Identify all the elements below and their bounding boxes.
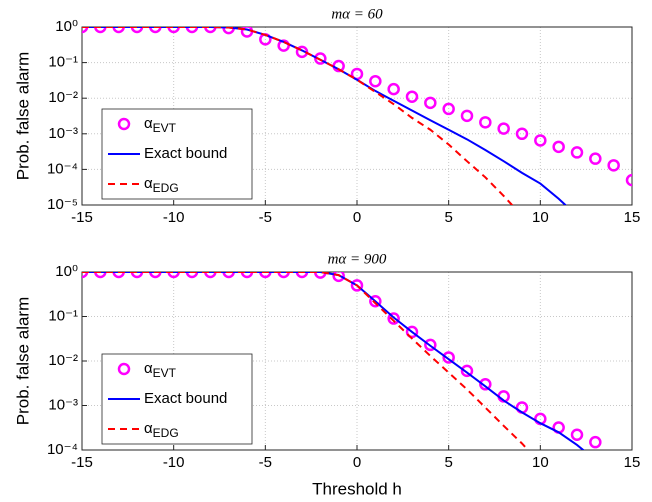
data-point xyxy=(479,116,492,129)
x-tick-label: -5 xyxy=(259,209,272,226)
x-tick-label: 15 xyxy=(624,209,641,226)
data-point xyxy=(167,272,180,279)
data-point xyxy=(112,27,125,34)
y-tick-label: 10⁻² xyxy=(48,89,78,106)
legend-marker xyxy=(117,117,131,131)
legend-label: αEVT xyxy=(144,360,177,380)
x-tick-label: 5 xyxy=(444,209,452,226)
data-point xyxy=(204,272,217,279)
data-point xyxy=(204,27,217,34)
y-tick-label: 10⁻⁴ xyxy=(47,160,78,177)
legend-label: αEVT xyxy=(144,115,177,135)
data-point xyxy=(479,378,492,391)
data-point xyxy=(387,82,400,96)
data-point xyxy=(424,96,437,110)
data-point xyxy=(94,27,107,34)
data-point xyxy=(405,90,419,103)
data-point xyxy=(332,272,345,283)
data-point xyxy=(149,272,162,279)
data-point xyxy=(185,27,199,34)
legend-label: αEDG xyxy=(144,175,179,195)
series-line xyxy=(82,272,530,450)
data-point xyxy=(130,27,144,34)
data-point xyxy=(112,272,125,279)
data-point xyxy=(369,74,382,88)
x-tick-label: -15 xyxy=(71,209,93,226)
x-tick-label: 10 xyxy=(532,209,549,226)
y-axis-label: Prob. false alarm xyxy=(13,52,32,181)
data-point xyxy=(607,159,620,172)
data-point xyxy=(570,146,584,159)
data-point xyxy=(314,52,327,65)
x-tick-label: 0 xyxy=(353,209,361,226)
data-point xyxy=(167,27,180,34)
x-tick-label: -5 xyxy=(259,454,272,471)
y-tick-label: 10⁻³ xyxy=(48,396,78,413)
x-tick-label: 0 xyxy=(353,454,361,471)
legend-label: Exact bound xyxy=(144,145,227,162)
data-point xyxy=(387,312,400,325)
data-point xyxy=(405,325,419,339)
y-tick-label: 10⁻⁴ xyxy=(47,441,78,458)
data-point xyxy=(295,272,309,279)
x-tick-label: -15 xyxy=(71,454,93,471)
data-point xyxy=(259,272,272,279)
x-tick-label: -10 xyxy=(163,209,185,226)
series-line xyxy=(82,27,514,205)
legend-label: Exact bound xyxy=(144,390,227,407)
data-point xyxy=(460,364,474,378)
y-axis-label: Prob. false alarm xyxy=(13,297,32,426)
data-point xyxy=(625,173,632,187)
data-point xyxy=(369,295,382,308)
data-point xyxy=(515,127,529,141)
chart-title: mα = 900 xyxy=(328,251,387,267)
y-tick-label: 10⁻¹ xyxy=(48,54,78,71)
data-point xyxy=(222,272,235,279)
data-point xyxy=(277,39,290,52)
data-point xyxy=(240,272,254,279)
x-axis-label: Threshold h xyxy=(312,479,402,498)
y-tick-label: 10⁰ xyxy=(55,263,78,280)
data-point xyxy=(497,122,510,135)
data-point xyxy=(350,279,364,292)
data-point xyxy=(149,27,162,34)
data-point xyxy=(460,109,474,123)
x-tick-label: 15 xyxy=(624,454,641,471)
data-point xyxy=(589,435,602,449)
data-point xyxy=(552,140,565,154)
y-tick-label: 10⁻⁵ xyxy=(47,196,78,213)
y-tick-label: 10⁰ xyxy=(55,18,78,35)
x-tick-label: 10 xyxy=(532,454,549,471)
y-tick-label: 10⁻³ xyxy=(48,125,78,142)
axes-box xyxy=(81,26,633,206)
data-point xyxy=(442,102,455,116)
data-point xyxy=(277,272,290,279)
data-point xyxy=(534,134,547,147)
legend-marker xyxy=(117,362,131,376)
axes-box xyxy=(81,271,633,451)
data-point xyxy=(185,272,199,279)
y-tick-label: 10⁻¹ xyxy=(48,307,78,324)
y-tick-label: 10⁻² xyxy=(48,352,78,369)
data-point xyxy=(94,272,107,279)
x-tick-label: 5 xyxy=(444,454,452,471)
legend-label: αEDG xyxy=(144,420,179,440)
data-point xyxy=(570,428,584,442)
x-tick-label: -10 xyxy=(163,454,185,471)
chart-title: mα = 60 xyxy=(331,6,383,22)
data-point xyxy=(130,272,144,279)
data-point xyxy=(424,338,437,352)
data-point xyxy=(589,152,602,165)
data-point xyxy=(442,351,455,364)
